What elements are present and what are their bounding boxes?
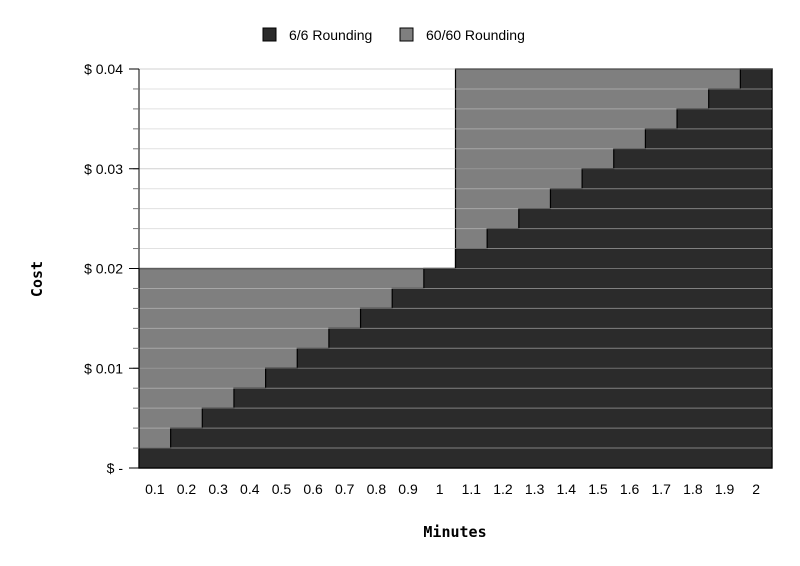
x-tick-label: 0.6 (303, 481, 323, 497)
x-tick-label: 0.2 (177, 481, 197, 497)
x-tick-label: 0.1 (145, 481, 165, 497)
x-tick-label: 2 (752, 481, 760, 497)
y-tick-label: $ 0.04 (84, 61, 123, 77)
x-tick-label: 1.1 (462, 481, 482, 497)
legend-label-6-6-rounding: 6/6 Rounding (289, 27, 372, 43)
x-tick-label: 1.3 (525, 481, 545, 497)
legend-label-60-60-rounding: 60/60 Rounding (426, 27, 525, 43)
x-tick-label: 1 (436, 481, 444, 497)
x-tick-label: 1.5 (588, 481, 608, 497)
gridlines (139, 68, 772, 449)
x-tick-label: 1.7 (651, 481, 671, 497)
x-axis-ticks: 0.1 0.2 0.3 0.4 0.5 0.6 0.7 0.8 0.9 1 1.1 1.2 1.3 1.4… (145, 481, 760, 497)
y-tick-label: $ 0.01 (84, 360, 123, 376)
y-tick-label: $ 0.03 (84, 161, 123, 177)
x-tick-label: 1.6 (620, 481, 640, 497)
x-tick-label: 0.3 (208, 481, 228, 497)
y-tick-label: $ 0.02 (84, 261, 123, 277)
x-tick-label: 0.9 (398, 481, 418, 497)
y-tick-label: $ - (107, 460, 124, 476)
y-axis-title: Cost (28, 261, 46, 297)
legend: 6/6 Rounding 60/60 Rounding (262, 27, 525, 43)
legend-swatch-6-6-rounding (262, 27, 277, 42)
x-tick-label: 1.9 (715, 481, 735, 497)
legend-swatch-60-60-rounding (399, 27, 414, 42)
x-tick-label: 0.7 (335, 481, 355, 497)
x-tick-label: 0.5 (272, 481, 292, 497)
x-tick-label: 1.4 (557, 481, 577, 497)
x-tick-label: 1.8 (683, 481, 703, 497)
x-tick-label: 1.2 (493, 481, 513, 497)
x-tick-label: 0.8 (367, 481, 387, 497)
x-tick-label: 0.4 (240, 481, 260, 497)
x-axis-title: Minutes (423, 523, 486, 541)
y-axis-ticks: $ - $ 0.01 $ 0.02 $ 0.03 $ 0.04 (84, 61, 139, 476)
